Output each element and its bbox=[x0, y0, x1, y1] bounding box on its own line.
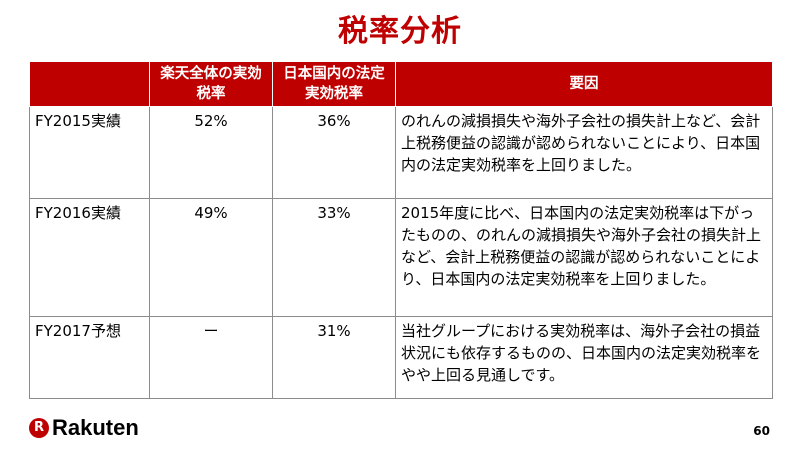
table-row: FY2017予想 ー 31% 当社グループにおける実効税率は、海外子会社の損益状… bbox=[29, 316, 773, 399]
reason-text: のれんの減損損失や海外子会社の損失計上など、会計上税務便益の認識が認められないこ… bbox=[395, 106, 773, 199]
header-group-effective-rate: 楽天全体の実効税率 bbox=[149, 61, 273, 107]
reason-text: 当社グループにおける実効税率は、海外子会社の損益状況にも依存するものの、日本国内… bbox=[395, 316, 773, 399]
group-rate-value: 52% bbox=[149, 106, 273, 199]
table-row: FY2015実績 52% 36% のれんの減損損失や海外子会社の損失計上など、会… bbox=[29, 106, 773, 199]
statutory-rate-value: 36% bbox=[272, 106, 396, 199]
row-label: FY2017予想 bbox=[29, 316, 150, 399]
statutory-rate-value: 33% bbox=[272, 198, 396, 317]
header-reason: 要因 bbox=[395, 61, 773, 107]
row-label: FY2015実績 bbox=[29, 106, 150, 199]
group-rate-value: ー bbox=[149, 316, 273, 399]
logo-wordmark: Rakuten bbox=[52, 415, 139, 440]
header-statutory-rate: 日本国内の法定実効税率 bbox=[272, 61, 396, 107]
tax-rate-table: 楽天全体の実効税率 日本国内の法定実効税率 要因 FY2015実績 52% 36… bbox=[29, 61, 773, 399]
group-rate-value: 49% bbox=[149, 198, 273, 317]
reason-text: 2015年度に比べ、日本国内の法定実効税率は下がったものの、のれんの減損損失や海… bbox=[395, 198, 773, 317]
header-blank bbox=[29, 61, 150, 107]
page-number: 60 bbox=[753, 424, 770, 438]
statutory-rate-value: 31% bbox=[272, 316, 396, 399]
table-row: FY2016実績 49% 33% 2015年度に比べ、日本国内の法定実効税率は下… bbox=[29, 198, 773, 317]
table-header-row: 楽天全体の実効税率 日本国内の法定実効税率 要因 bbox=[29, 61, 773, 107]
rakuten-r-icon: R bbox=[29, 418, 49, 438]
rakuten-logo: R Rakuten bbox=[29, 415, 139, 441]
page-title: 税率分析 bbox=[338, 14, 462, 49]
row-label: FY2016実績 bbox=[29, 198, 150, 317]
